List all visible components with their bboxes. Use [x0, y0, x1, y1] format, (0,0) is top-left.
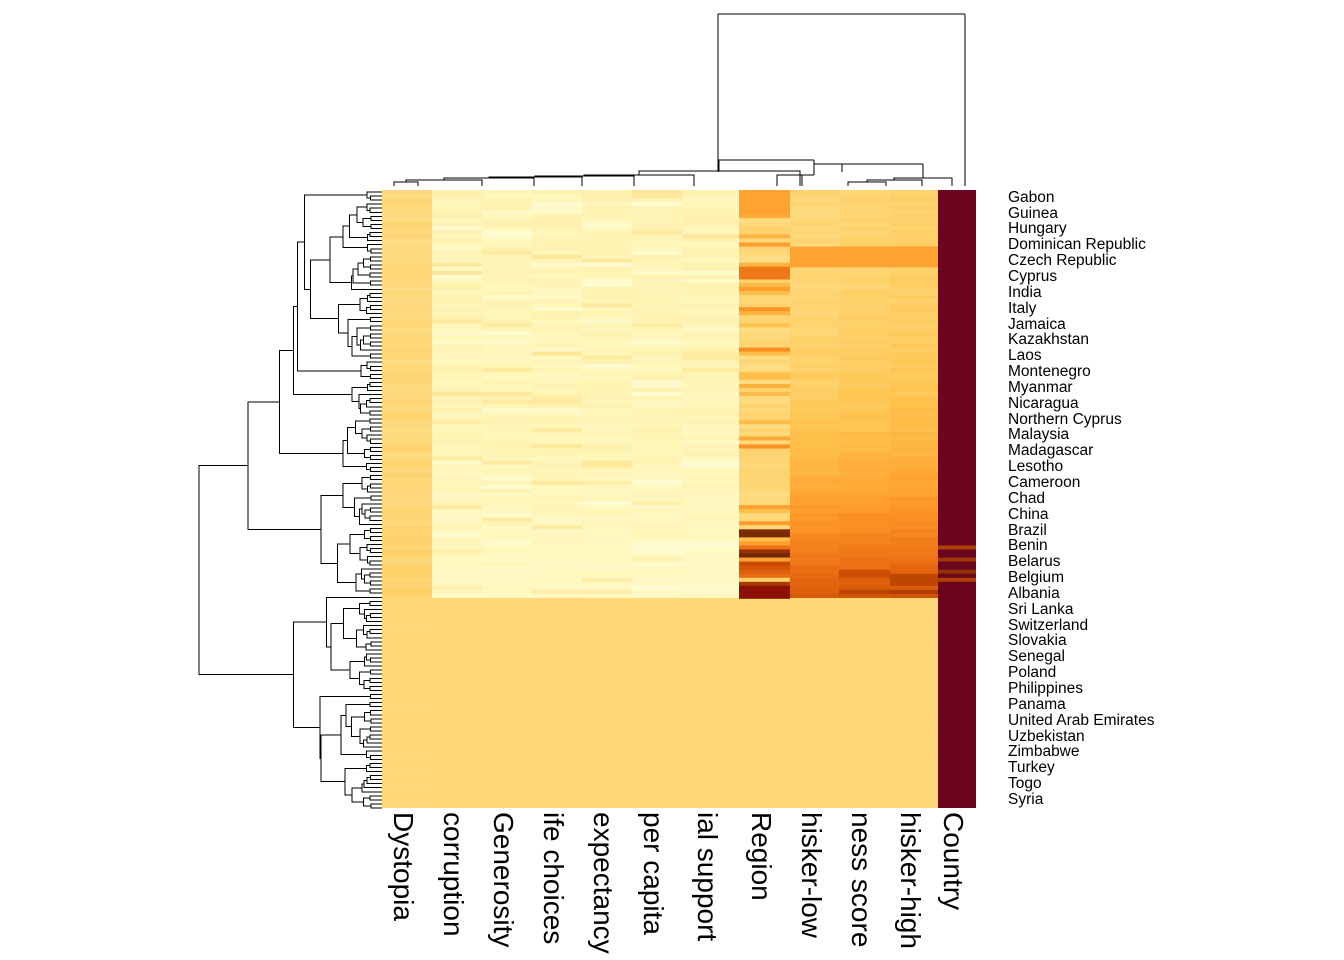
column-tick-label: ial support: [691, 812, 723, 942]
row-tick-label: Albania: [1008, 584, 1060, 602]
row-tick-label: Madagascar: [1008, 442, 1094, 460]
row-tick-label: Laos: [1008, 347, 1042, 365]
row-tick-label: Lesotho: [1008, 458, 1064, 476]
row-tick-label: Poland: [1008, 664, 1057, 682]
row-tick-label: Kazakhstan: [1008, 331, 1089, 349]
column-tick-label: hisker-high: [895, 812, 926, 949]
column-dendrogram: [382, 6, 978, 192]
column-tick-label: hisker-low: [795, 812, 827, 939]
row-tick-label: Brazil: [1008, 521, 1047, 539]
row-tick-label: Sri Lanka: [1008, 600, 1074, 618]
heatmap-canvas[interactable]: [382, 190, 976, 808]
row-tick-label: Cyprus: [1008, 268, 1058, 285]
row-tick-label: Benin: [1008, 537, 1048, 555]
row-tick-label: Turkey: [1008, 759, 1055, 777]
row-tick-label: Cameroon: [1008, 474, 1081, 491]
row-tick-label: Togo: [1008, 775, 1042, 792]
heatmap-body[interactable]: [382, 190, 976, 808]
row-tick-label: Jamaica: [1008, 315, 1066, 333]
row-tick-label: Panama: [1008, 695, 1066, 713]
row-tick-label: Dominican Republic: [1008, 236, 1146, 254]
row-tick-label: Hungary: [1008, 220, 1067, 238]
row-tick-label: Montenegro: [1008, 363, 1091, 380]
row-tick-label: Northern Cyprus: [1008, 410, 1122, 428]
row-tick-label: Switzerland: [1008, 616, 1089, 634]
row-tick-label: Senegal: [1008, 648, 1065, 666]
row-tick-label: Slovakia: [1008, 632, 1067, 650]
row-tick-label: Belgium: [1008, 569, 1064, 586]
row-tick-label: United Arab Emirates: [1008, 711, 1155, 729]
column-tick-label: ness score: [845, 812, 877, 948]
row-tick-label: India: [1008, 283, 1042, 301]
row-tick-label: Malaysia: [1008, 426, 1070, 444]
column-tick-label: corruption: [438, 812, 469, 937]
row-tick-label: Zimbabwe: [1008, 743, 1080, 761]
row-dendrogram: [196, 190, 384, 810]
row-tick-label: Chad: [1008, 489, 1046, 507]
column-tick-label: ife choices: [538, 812, 569, 945]
row-tick-label: Uzbekistan: [1008, 727, 1085, 745]
column-tick-labels: Dystopia corruption Generosity ife choices e…: [382, 812, 982, 960]
row-tick-label: China: [1008, 505, 1049, 523]
row-tick-label: Nicaragua: [1008, 394, 1079, 412]
row-tick-label: Syria: [1008, 790, 1044, 808]
column-tick-label: Generosity: [488, 812, 519, 948]
row-tick-label: Myanmar: [1008, 378, 1073, 396]
column-tick-label: per capita: [638, 812, 669, 935]
row-tick-labels: Gabon Guinea Hungary Dominican Republic Czec…: [1008, 190, 1338, 815]
row-tick-label: Philippines: [1008, 680, 1083, 697]
column-tick-label: Dystopia: [388, 812, 419, 921]
column-tick-label: expectancy: [588, 812, 619, 954]
column-tick-label: Country: [938, 812, 969, 911]
row-tick-label: Italy: [1008, 299, 1037, 317]
row-tick-label: Gabon: [1008, 188, 1055, 206]
row-tick-label: Guinea: [1008, 204, 1058, 222]
row-tick-label: Czech Republic: [1008, 252, 1117, 270]
column-tick-label: Region: [745, 812, 777, 901]
row-tick-label: Belarus: [1008, 553, 1061, 571]
